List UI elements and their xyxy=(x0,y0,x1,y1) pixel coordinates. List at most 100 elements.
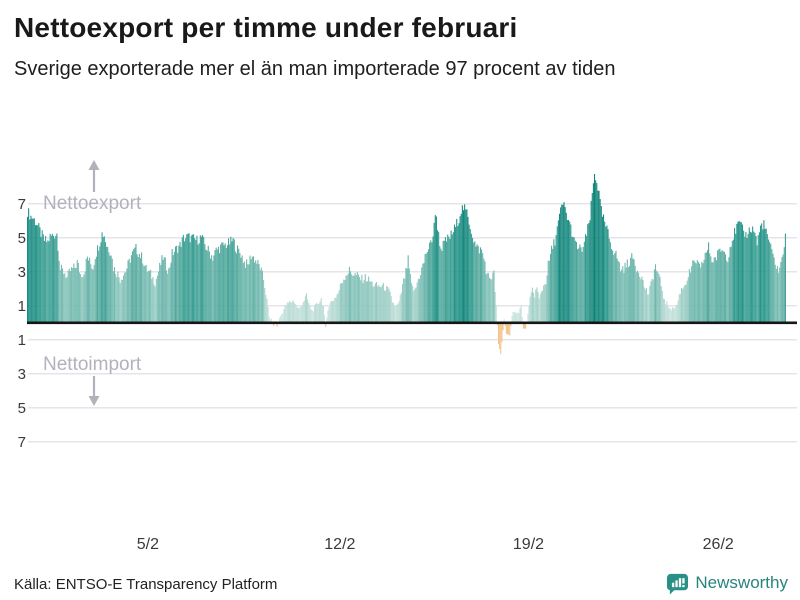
bar-export xyxy=(326,317,328,324)
bar-export xyxy=(413,291,415,324)
bar-export xyxy=(687,277,689,324)
bar-export xyxy=(586,235,588,324)
bar-export xyxy=(702,263,704,324)
bar-export xyxy=(385,290,387,324)
bar-export xyxy=(612,250,614,324)
bar-export xyxy=(573,237,575,324)
bar-export xyxy=(436,230,439,324)
newsworthy-logo[interactable]: Newsworthy xyxy=(666,570,788,596)
bar-export xyxy=(248,264,250,324)
bar-export xyxy=(113,267,116,324)
bar-export xyxy=(750,232,753,324)
bar-export xyxy=(405,267,407,324)
bar-export xyxy=(90,264,92,324)
bar-export xyxy=(165,270,167,324)
bar-export xyxy=(555,235,557,324)
bar-export xyxy=(642,280,644,324)
nettoexport-label: Nettoexport xyxy=(43,193,142,214)
bar-export xyxy=(487,272,489,324)
bar-export xyxy=(609,242,611,324)
bar-export xyxy=(69,271,71,324)
bar-export xyxy=(217,246,219,324)
bar-export xyxy=(289,300,291,324)
bar-export xyxy=(622,266,624,324)
bar-export xyxy=(756,245,758,324)
bar-export xyxy=(610,248,612,324)
bar-export xyxy=(748,227,750,324)
bar-export xyxy=(161,255,163,324)
bar-export xyxy=(714,257,716,324)
bar-export xyxy=(170,262,172,324)
bar-export xyxy=(726,260,728,324)
bar-export xyxy=(66,276,68,324)
bar-export xyxy=(399,294,401,324)
bar-export xyxy=(65,277,67,324)
bar-export xyxy=(183,241,186,324)
bar-export xyxy=(773,257,775,324)
bar-export xyxy=(52,235,55,324)
bar-export xyxy=(553,239,555,324)
bar-export xyxy=(109,255,111,324)
bar-export xyxy=(709,253,711,324)
bar-export xyxy=(781,257,783,324)
bar-export xyxy=(343,279,345,324)
bar-export xyxy=(134,247,136,324)
bar-export xyxy=(718,249,720,324)
y-tick-label: 3 xyxy=(18,264,26,281)
newsworthy-wordmark: Newsworthy xyxy=(695,573,788,592)
bar-export xyxy=(214,250,216,324)
bar-export xyxy=(58,260,60,324)
bar-export xyxy=(466,209,468,324)
bar-export xyxy=(186,234,188,324)
bar-import xyxy=(325,323,327,327)
newsworthy-icon xyxy=(667,573,689,595)
bar-export xyxy=(425,253,427,324)
bar-export xyxy=(580,247,582,324)
bar-export xyxy=(643,287,645,324)
bar-export xyxy=(355,275,357,324)
bar-export xyxy=(404,278,406,324)
bar-export xyxy=(376,282,378,324)
bar-export xyxy=(741,224,744,324)
bar-export xyxy=(362,283,364,324)
bar-export xyxy=(162,259,164,324)
bar-export xyxy=(135,243,137,324)
bar-export xyxy=(371,281,373,324)
bar-export xyxy=(153,284,155,324)
bar-export xyxy=(37,225,39,324)
bar-export xyxy=(711,262,713,324)
bar-export xyxy=(421,267,423,324)
bar-export xyxy=(727,262,729,324)
bar-export xyxy=(753,231,755,324)
bar-export xyxy=(599,199,601,324)
x-tick-label: 26/2 xyxy=(703,536,734,553)
bar-export xyxy=(469,229,471,324)
bar-export xyxy=(465,209,467,324)
bar-export xyxy=(713,257,715,324)
y-tick-label: 1 xyxy=(18,298,26,315)
bar-export xyxy=(374,283,376,324)
bar-import xyxy=(522,323,524,329)
bar-export xyxy=(46,242,48,324)
bar-export xyxy=(197,244,199,324)
bar-export xyxy=(760,225,762,324)
bar-export xyxy=(193,234,195,324)
bar-export xyxy=(378,285,380,324)
bar-export xyxy=(321,305,323,324)
bar-export xyxy=(29,219,31,324)
bar-export xyxy=(336,294,338,324)
bar-export xyxy=(234,251,236,324)
bar-export xyxy=(605,226,607,324)
bar-export xyxy=(443,240,445,324)
bar-export xyxy=(266,298,268,324)
bar-export xyxy=(597,190,599,324)
bar-export xyxy=(32,218,34,324)
bar-export xyxy=(627,267,629,324)
bar-export xyxy=(638,272,640,324)
nettoimport-label: Nettoimport xyxy=(43,354,142,375)
bar-export xyxy=(255,260,257,324)
bar-export xyxy=(370,281,372,324)
bar-export xyxy=(484,261,486,324)
bar-export xyxy=(528,306,530,324)
bar-export xyxy=(101,232,103,324)
